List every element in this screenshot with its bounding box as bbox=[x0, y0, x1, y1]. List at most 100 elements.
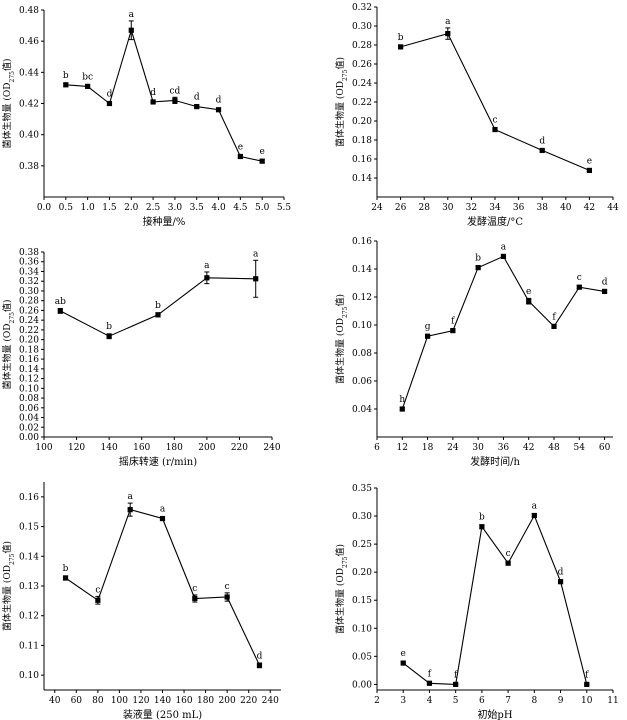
significance-letter: d bbox=[150, 88, 156, 98]
data-point bbox=[63, 82, 69, 88]
significance-letter: d bbox=[558, 568, 564, 578]
y-tick-label: 0.30 bbox=[352, 512, 372, 522]
y-tick-label: 0.38 bbox=[19, 162, 39, 172]
x-tick-label: 24 bbox=[447, 443, 459, 453]
significance-letter: e bbox=[587, 156, 592, 166]
significance-letter: e bbox=[238, 142, 243, 152]
y-axis-title-subscript: 275 bbox=[9, 312, 16, 324]
y-tick-label: 0.34 bbox=[19, 267, 39, 277]
x-tick-label: 1.0 bbox=[80, 203, 95, 213]
y-axis-title-suffix: 值) bbox=[1, 541, 13, 554]
data-point bbox=[150, 99, 156, 105]
y-axis-title-subscript: 275 bbox=[342, 69, 349, 81]
significance-letter: a bbox=[253, 249, 259, 259]
y-tick-label: 0.06 bbox=[352, 377, 372, 387]
significance-letter: cd bbox=[170, 86, 181, 96]
y-tick-label: 0.38 bbox=[19, 248, 39, 258]
series-line bbox=[401, 255, 605, 410]
data-point bbox=[155, 312, 161, 318]
y-tick-label: 0.10 bbox=[19, 671, 39, 681]
data-point bbox=[398, 44, 404, 50]
y-tick-label: 0.18 bbox=[19, 345, 39, 355]
chart-panel: 0.0 0.5 1.0 1.5 2.0 2.5 3.0 3.5 4.0 4.5 5.0 5.5 0.38… bbox=[1, 6, 291, 228]
x-tick-label: 26 bbox=[395, 203, 407, 213]
x-tick-label: 10 bbox=[581, 696, 593, 706]
x-tick-label: 180 bbox=[197, 696, 214, 706]
x-tick-label: 2.5 bbox=[146, 203, 161, 213]
y-tick-label: 0.18 bbox=[352, 136, 372, 146]
x-tick-label: 220 bbox=[231, 443, 248, 453]
x-tick-label: 160 bbox=[133, 443, 150, 453]
data-point bbox=[159, 515, 166, 522]
significance-letter: g bbox=[425, 322, 431, 332]
x-axis-title: 摇床转速 (r/min) bbox=[119, 455, 197, 468]
y-tick-label: 0.12 bbox=[19, 612, 39, 622]
x-tick-label: 200 bbox=[198, 443, 215, 453]
significance-letter: a bbox=[129, 10, 135, 20]
data-point bbox=[526, 298, 532, 304]
data-point bbox=[531, 512, 537, 519]
data-point bbox=[453, 681, 459, 687]
y-tick-label: 0.48 bbox=[19, 6, 39, 16]
data-point bbox=[237, 153, 243, 160]
y-axis-title-main: 菌体生物量 (OD bbox=[1, 565, 13, 631]
x-tick-label: 160 bbox=[175, 696, 192, 706]
y-tick-label: 0.05 bbox=[352, 652, 372, 662]
y-tick-label: 0.26 bbox=[352, 60, 372, 70]
x-tick-label: 36 bbox=[498, 443, 510, 453]
x-tick-label: 4.0 bbox=[211, 203, 226, 213]
x-tick-label: 30 bbox=[442, 203, 454, 213]
data-point bbox=[445, 31, 451, 37]
y-tick-label: 0.15 bbox=[19, 523, 39, 533]
y-tick-label: 0.00 bbox=[352, 680, 372, 690]
x-tick-label: 3.0 bbox=[168, 203, 183, 213]
data-point bbox=[586, 167, 592, 173]
x-axis-title: 装液量 (250 mL) bbox=[123, 708, 202, 720]
x-tick-label: 0.5 bbox=[59, 203, 74, 213]
y-tick-label: 0.35 bbox=[352, 484, 372, 494]
significance-letter: e bbox=[401, 649, 406, 659]
y-tick-label: 0.13 bbox=[19, 582, 39, 592]
y-axis-title-suffix: 值) bbox=[334, 544, 346, 557]
x-tick-label: 240 bbox=[263, 443, 280, 453]
significance-letter: c bbox=[225, 582, 230, 592]
x-tick-label: 2 bbox=[374, 696, 380, 706]
x-tick-label: 30 bbox=[472, 443, 484, 453]
y-tick-label: 0.16 bbox=[352, 155, 372, 165]
chart-panel: 24 26 28 30 32 34 36 38 40 42 44 0.14 0.16 0.18 0.20 0.… bbox=[334, 3, 619, 228]
data-point bbox=[194, 104, 200, 110]
y-tick-label: 0.04 bbox=[352, 405, 372, 415]
x-tick-label: 5 bbox=[453, 696, 459, 706]
x-tick-label: 180 bbox=[166, 443, 183, 453]
significance-letter: f bbox=[552, 312, 556, 322]
significance-letter: d bbox=[194, 93, 200, 103]
significance-letter: bc bbox=[82, 72, 93, 82]
x-tick-label: 28 bbox=[418, 203, 430, 213]
y-axis-title: 菌体生物量 (OD275值) bbox=[1, 300, 16, 390]
significance-letter: b bbox=[398, 33, 404, 43]
series-line bbox=[65, 28, 263, 162]
data-point bbox=[557, 579, 564, 585]
y-tick-label: 0.30 bbox=[19, 287, 39, 297]
significance-letter: d bbox=[216, 96, 222, 106]
x-tick-label: 140 bbox=[154, 696, 171, 706]
y-axis-title: 菌体生物量 (OD275值) bbox=[1, 541, 16, 631]
data-point bbox=[450, 328, 456, 334]
y-tick-label: 0.02 bbox=[19, 423, 39, 433]
y-axis-title: 菌体生物量 (OD275值) bbox=[334, 294, 349, 384]
significance-letter: a bbox=[445, 17, 451, 27]
significance-letter: f bbox=[451, 317, 455, 327]
x-tick-label: 220 bbox=[240, 696, 257, 706]
x-tick-label: 60 bbox=[599, 443, 611, 453]
y-tick-label: 0.14 bbox=[19, 365, 39, 375]
y-tick-label: 0.16 bbox=[19, 493, 39, 503]
x-tick-label: 5.5 bbox=[277, 203, 292, 213]
y-tick-label: 0.36 bbox=[19, 258, 39, 268]
significance-letter: c bbox=[577, 273, 582, 283]
significance-letter: a bbox=[160, 505, 166, 515]
x-tick-label: 40 bbox=[560, 203, 572, 213]
y-tick-label: 0.06 bbox=[19, 404, 39, 414]
x-tick-label: 48 bbox=[548, 443, 560, 453]
data-point bbox=[475, 265, 481, 271]
data-point bbox=[106, 333, 112, 339]
